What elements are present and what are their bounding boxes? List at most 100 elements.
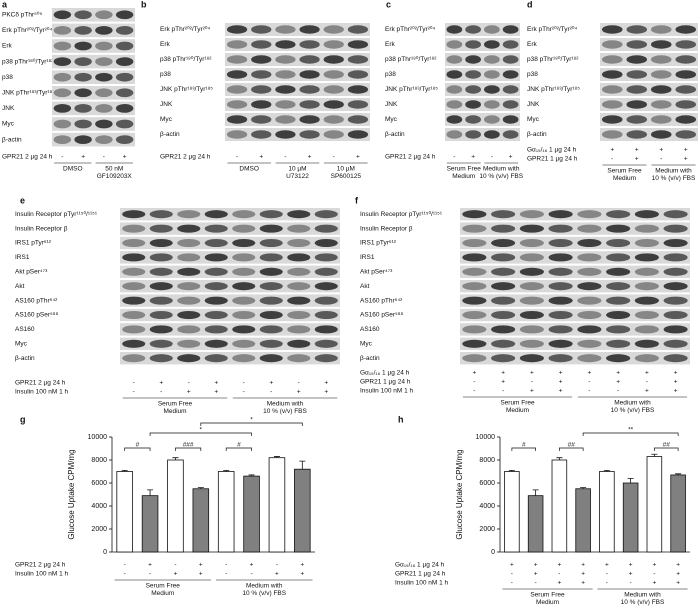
blot-label: Myc — [360, 341, 373, 348]
blot-band — [149, 354, 173, 363]
error-bar — [508, 469, 515, 472]
blot-band — [446, 85, 463, 94]
blot-band — [204, 296, 228, 305]
blot-strip — [52, 54, 135, 69]
blot-band — [626, 40, 648, 49]
blot-band — [548, 310, 573, 320]
significance-mark: # — [522, 442, 526, 449]
condition-sign: - — [133, 380, 135, 387]
condition-label: GPR21 2 µg 24 h — [15, 380, 66, 387]
blot-band — [606, 325, 631, 334]
blot-strip — [460, 222, 690, 235]
condition-sign: - — [535, 580, 537, 587]
blot-strip — [445, 38, 520, 51]
condition-sign: + — [174, 571, 178, 578]
group-label: SP600125 — [331, 173, 362, 180]
blot-band — [323, 130, 344, 139]
condition-label: GPR21 2 µg 24 h — [160, 154, 211, 161]
bar — [167, 459, 184, 553]
blot-strip — [600, 23, 698, 36]
blot-band — [204, 325, 228, 334]
significance-bracket — [124, 447, 151, 451]
error-bar — [273, 456, 280, 458]
blot-band — [115, 135, 134, 144]
blot-band — [577, 296, 602, 305]
condition-label: Insulin 100 nM 1 h — [15, 389, 69, 396]
blot-band — [675, 55, 697, 64]
bar — [294, 468, 311, 553]
blot-band — [446, 55, 463, 64]
blot-band — [548, 253, 573, 262]
blot-band — [259, 253, 283, 262]
blot-band — [299, 85, 320, 94]
blot-band — [177, 310, 201, 320]
condition-sign: - — [133, 389, 135, 396]
condition-sign: + — [81, 154, 85, 161]
condition-sign: + — [629, 571, 633, 578]
blot-band — [74, 135, 92, 144]
group-label: Medium — [151, 590, 174, 597]
condition-sign: + — [557, 580, 561, 587]
blot-band — [462, 325, 487, 334]
blot-band — [502, 40, 519, 49]
error-bar — [121, 469, 128, 472]
blot-strip — [120, 236, 340, 250]
condition-label: Insulin 100 nM 1 h — [15, 571, 69, 578]
blot-band — [675, 40, 697, 49]
blot-band — [251, 55, 272, 64]
blot-strip — [52, 101, 135, 116]
blot-band — [577, 310, 602, 320]
blot-band — [626, 115, 648, 124]
condition-sign: - — [502, 388, 504, 395]
blot-strip — [445, 83, 520, 96]
condition-sign: + — [308, 154, 312, 161]
blot-strip — [460, 251, 690, 264]
blot-band — [149, 253, 173, 262]
blot-strip — [445, 113, 520, 126]
group-label: Medium — [613, 175, 636, 182]
blot-band — [663, 210, 688, 219]
blot-band — [606, 210, 631, 219]
condition-sign: + — [645, 370, 649, 377]
condition-sign: - — [149, 571, 151, 578]
blot-strip — [460, 280, 690, 293]
condition-sign: - — [225, 571, 227, 578]
panel-letter: h — [398, 414, 404, 424]
blot-band — [347, 115, 369, 124]
group-label: 10 % (v/v) FBS — [242, 590, 286, 597]
error-bar — [172, 457, 179, 460]
condition-sign: + — [187, 389, 191, 396]
blot-band — [502, 70, 519, 79]
blot-band — [74, 72, 92, 82]
blot-label: JNK pThr¹⁸³/Tyr¹⁸⁵ — [385, 86, 438, 93]
condition-sign: - — [243, 389, 245, 396]
blot-band — [259, 210, 283, 219]
blot-band — [462, 253, 487, 262]
blot-band — [287, 296, 311, 305]
blot-band — [323, 70, 344, 79]
condition-sign: + — [581, 562, 585, 569]
blot-label: IRS1 — [15, 254, 30, 261]
blot-band — [626, 70, 648, 79]
blot-label: AS160 — [15, 326, 35, 333]
blot-band — [275, 70, 296, 79]
group-label: Serum Free — [530, 592, 565, 599]
blot-band — [287, 267, 311, 276]
blot-band — [149, 325, 173, 334]
blot-band — [601, 25, 623, 34]
condition-label: GPR21 2 µg 24 h — [385, 154, 436, 161]
condition-sign: - — [473, 388, 475, 395]
condition-sign: + — [214, 380, 218, 387]
blot-band — [323, 55, 344, 64]
blot-band — [204, 339, 228, 348]
blot-band — [626, 100, 648, 109]
blot-band — [663, 354, 688, 363]
blot-band — [251, 25, 272, 34]
bar — [622, 482, 639, 553]
blot-label: Myc — [527, 116, 540, 123]
condition-sign: + — [259, 154, 263, 161]
condition-sign: - — [270, 389, 272, 396]
blot-band — [287, 325, 311, 334]
group-label: Medium with — [246, 583, 283, 590]
blot-band — [491, 210, 516, 219]
